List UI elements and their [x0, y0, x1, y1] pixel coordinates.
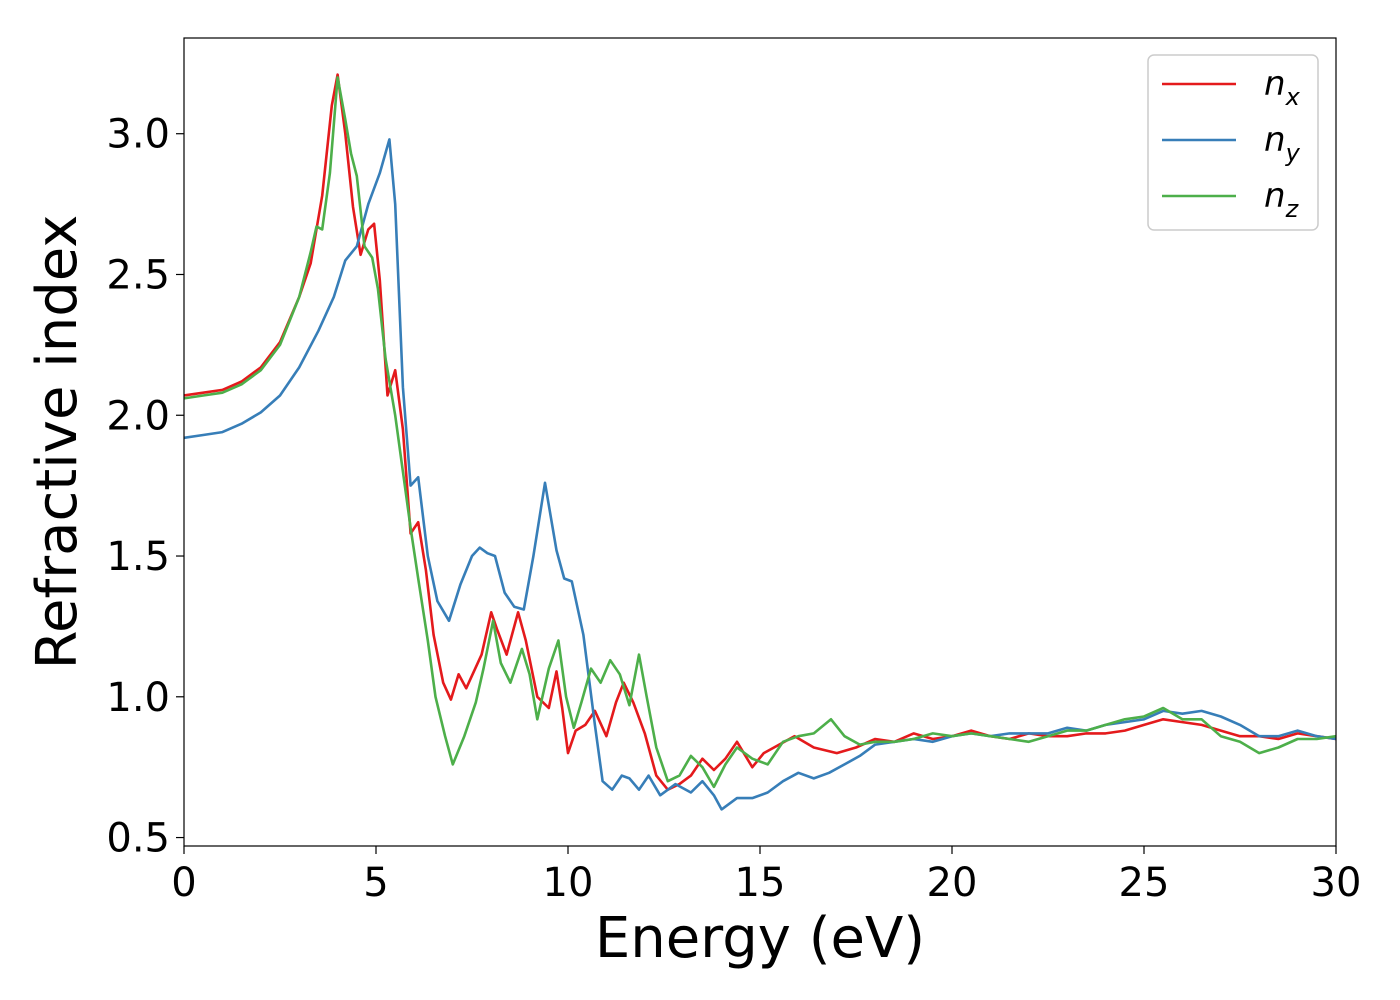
legend-box — [1147, 54, 1319, 231]
x-tick-label: 25 — [1119, 860, 1170, 906]
x-tick-label: 20 — [927, 860, 978, 906]
x-tick-label: 30 — [1311, 860, 1362, 906]
x-tick-label: 5 — [363, 860, 388, 906]
series-line-y — [184, 138, 1336, 811]
y-axis-label: Refractive index — [25, 215, 90, 670]
legend-label-y: ny — [1264, 120, 1301, 167]
x-tick-label: 0 — [171, 860, 196, 906]
legend-label-subscript: z — [1285, 195, 1300, 223]
y-tick-label: 2.0 — [106, 393, 170, 439]
y-tick-label: 1.5 — [106, 534, 170, 580]
x-axis-ticks: 0 5 10 15 20 25 30 — [171, 846, 1361, 906]
legend-label-main: n — [1264, 176, 1286, 216]
y-tick-label: 2.5 — [106, 252, 170, 298]
x-tick-label: 15 — [735, 860, 786, 906]
x-axis-label: Energy (eV) — [595, 906, 925, 971]
legend-label-main: n — [1264, 120, 1286, 160]
series-lines — [184, 73, 1336, 811]
series-line-x — [184, 73, 1336, 791]
legend-label-main: n — [1264, 64, 1286, 104]
y-tick-label: 1.0 — [106, 675, 170, 721]
legend-label-subscript: y — [1285, 139, 1301, 167]
y-axis-ticks: 0.5 1.0 1.5 2.0 2.5 3.0 — [106, 112, 184, 862]
y-tick-label: 0.5 — [106, 816, 170, 862]
legend-label-subscript: x — [1285, 83, 1301, 111]
y-tick-label: 3.0 — [106, 112, 170, 158]
legend-label-x: nx — [1264, 64, 1301, 111]
x-tick-label: 10 — [543, 860, 594, 906]
legend-label-z: nz — [1264, 176, 1300, 223]
series-line-z — [184, 76, 1336, 789]
